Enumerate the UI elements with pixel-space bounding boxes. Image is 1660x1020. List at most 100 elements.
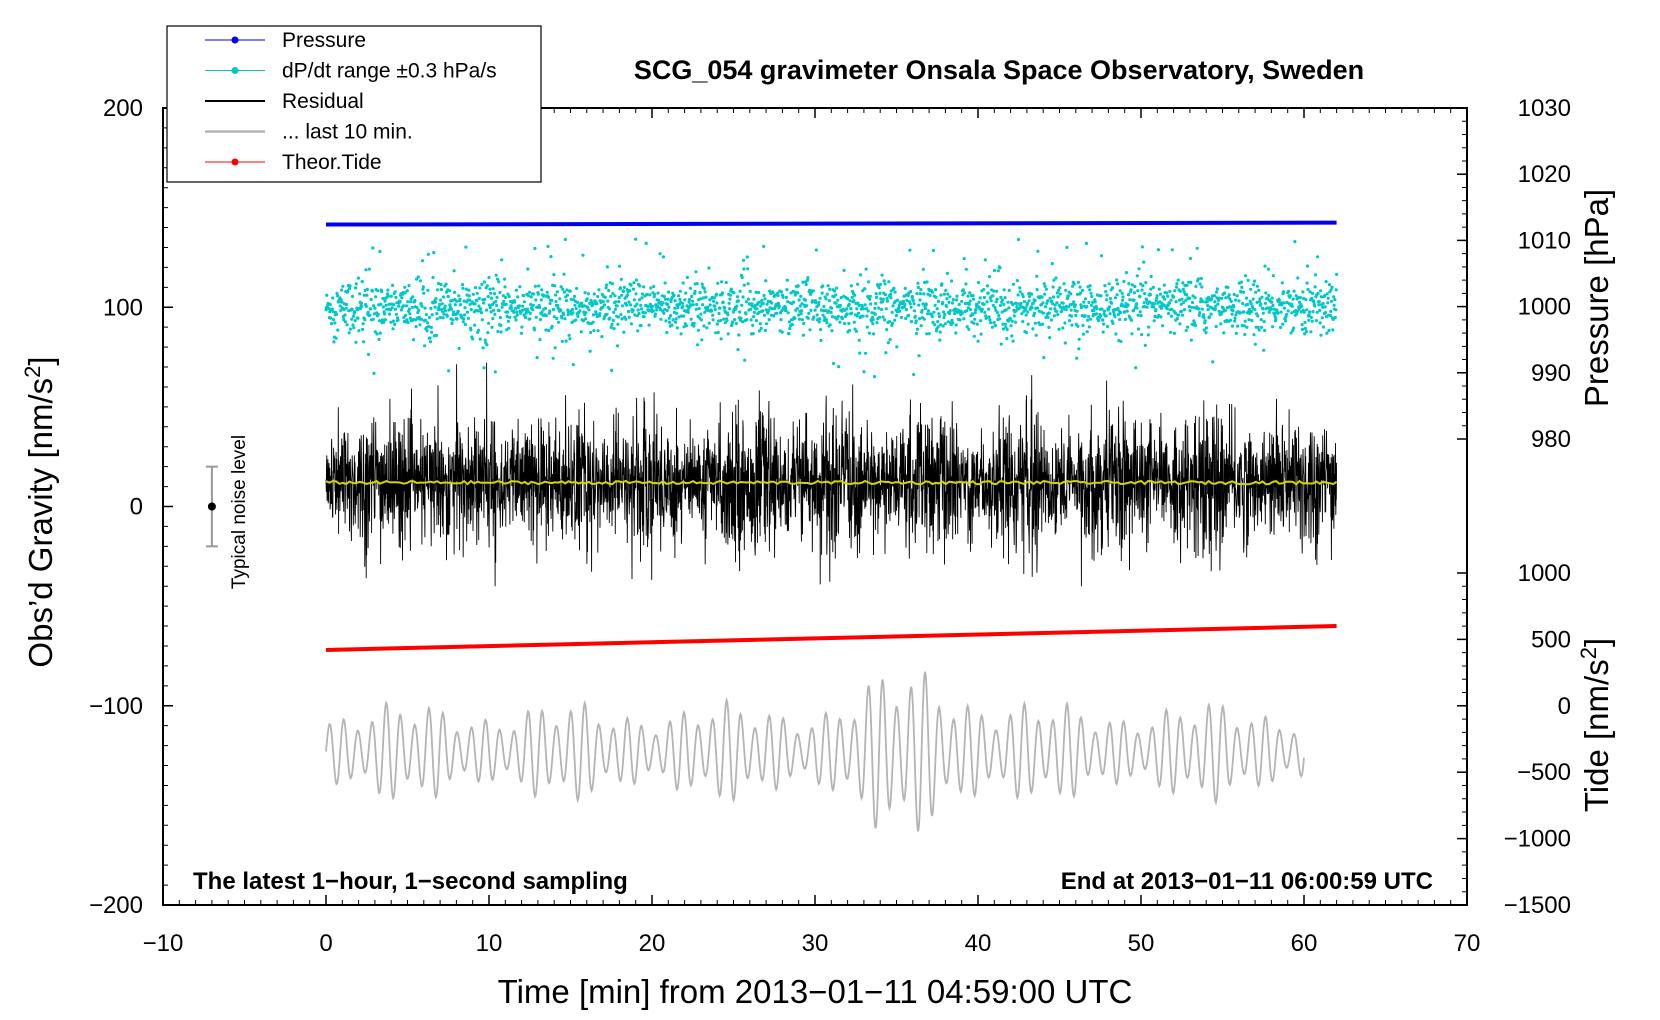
dpdt-point xyxy=(830,329,834,333)
dpdt-point xyxy=(365,287,369,291)
dpdt-point xyxy=(507,326,511,330)
dpdt-point xyxy=(361,327,365,331)
dpdt-point xyxy=(483,338,487,342)
dpdt-point xyxy=(528,317,532,321)
dpdt-point xyxy=(1040,295,1044,299)
dpdt-point xyxy=(1325,292,1329,296)
left-tick-label: 200 xyxy=(103,95,143,122)
dpdt-point xyxy=(931,248,936,253)
dpdt-point xyxy=(983,258,987,262)
dpdt-point xyxy=(689,317,693,321)
dpdt-point xyxy=(364,304,368,308)
dpdt-point xyxy=(345,302,349,307)
dpdt-point xyxy=(462,299,466,303)
dpdt-point xyxy=(1264,291,1268,295)
dpdt-point xyxy=(405,289,409,293)
dpdt-point xyxy=(909,305,913,309)
dpdt-point xyxy=(439,287,443,292)
dpdt-point xyxy=(559,285,563,289)
dpdt-point xyxy=(855,307,859,311)
dpdt-point xyxy=(884,351,888,355)
dpdt-point xyxy=(990,325,995,329)
dpdt-point xyxy=(894,314,899,318)
dpdt-point xyxy=(503,295,508,300)
dpdt-point xyxy=(967,327,971,331)
dpdt-point xyxy=(509,306,513,310)
dpdt-point xyxy=(610,282,615,286)
dpdt-point xyxy=(744,300,749,304)
dpdt-point xyxy=(690,299,695,303)
dpdt-point xyxy=(927,332,931,336)
dpdt-point xyxy=(924,302,928,307)
dpdt-point xyxy=(800,309,804,313)
dpdt-point xyxy=(1310,296,1314,300)
dpdt-point xyxy=(1137,267,1141,271)
dpdt-point xyxy=(663,297,668,301)
dpdt-point xyxy=(688,286,693,290)
dpdt-point xyxy=(373,306,377,310)
dpdt-point xyxy=(513,300,517,304)
dpdt-point xyxy=(1128,298,1132,302)
dpdt-point xyxy=(1256,314,1260,318)
dpdt-point xyxy=(932,310,936,314)
dpdt-point xyxy=(479,307,483,311)
residual-smoothed-line xyxy=(325,479,1338,486)
dpdt-point xyxy=(494,299,498,304)
dpdt-point xyxy=(877,315,882,319)
dpdt-point xyxy=(1134,366,1138,370)
dpdt-point xyxy=(1102,309,1107,313)
dpdt-point xyxy=(546,295,551,299)
dpdt-point xyxy=(1065,245,1069,249)
dpdt-point xyxy=(526,310,530,314)
dpdt-point xyxy=(752,315,756,319)
dpdt-point xyxy=(722,317,726,321)
dpdt-point xyxy=(447,369,451,373)
dpdt-point xyxy=(1067,319,1072,323)
dpdt-point xyxy=(560,339,564,343)
legend-swatch-dot xyxy=(231,158,239,166)
dpdt-point xyxy=(1011,339,1015,343)
dpdt-point xyxy=(899,315,904,319)
dpdt-point xyxy=(925,280,929,284)
x-tick-label: 40 xyxy=(965,930,992,957)
dpdt-point xyxy=(1031,327,1035,331)
dpdt-point xyxy=(983,310,987,314)
dpdt-point xyxy=(1140,288,1144,292)
dpdt-point xyxy=(736,299,741,303)
dpdt-point xyxy=(1151,285,1155,289)
dpdt-point xyxy=(901,299,906,304)
dpdt-point xyxy=(1309,315,1313,319)
dpdt-point xyxy=(562,272,566,276)
dpdt-point xyxy=(954,331,958,335)
dpdt-point xyxy=(646,305,650,309)
dpdt-point xyxy=(938,338,942,342)
dpdt-point xyxy=(1256,325,1260,330)
dpdt-point xyxy=(350,307,354,311)
dpdt-point xyxy=(406,300,410,304)
dpdt-point xyxy=(716,281,720,285)
dpdt-point xyxy=(1260,325,1264,329)
dpdt-point xyxy=(716,330,720,335)
dpdt-point xyxy=(386,294,390,298)
dpdt-point xyxy=(519,331,524,335)
dpdt-point xyxy=(706,305,710,309)
dpdt-point xyxy=(707,266,711,270)
dpdt-point xyxy=(601,299,605,303)
dpdt-point xyxy=(1271,303,1275,307)
dpdt-point xyxy=(391,327,395,331)
dpdt-point xyxy=(1243,332,1247,337)
dpdt-point xyxy=(942,292,947,296)
dpdt-point xyxy=(895,345,899,349)
dpdt-point xyxy=(621,289,626,294)
dpdt-point xyxy=(795,307,800,311)
dpdt-point xyxy=(352,326,356,330)
dpdt-point xyxy=(679,332,683,336)
dpdt-point xyxy=(455,299,459,303)
dpdt-point xyxy=(573,303,577,307)
dpdt-point xyxy=(609,294,613,298)
dpdt-point xyxy=(1002,302,1006,307)
dpdt-point xyxy=(1054,276,1058,280)
dpdt-point xyxy=(1228,318,1232,322)
dpdt-point xyxy=(357,329,361,333)
dpdt-point xyxy=(507,295,511,299)
